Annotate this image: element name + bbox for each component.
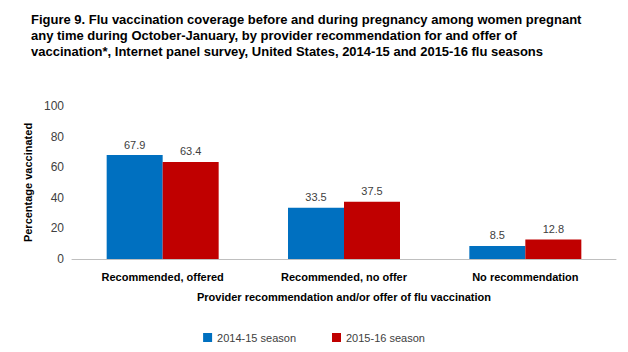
svg-text:any time during October-Januar: any time during October-January, by prov… (31, 28, 521, 43)
svg-text:37.5: 37.5 (361, 185, 382, 197)
svg-text:No recommendation: No recommendation (472, 271, 579, 283)
svg-text:0: 0 (57, 252, 64, 266)
svg-text:60: 60 (51, 160, 65, 174)
svg-text:Percentage vaccinated: Percentage vaccinated (22, 123, 34, 242)
svg-text:63.4: 63.4 (180, 145, 201, 157)
svg-text:12.8: 12.8 (543, 223, 564, 235)
svg-text:Recommended, offered: Recommended, offered (102, 271, 224, 283)
svg-text:vaccination*, Internet panel s: vaccination*, Internet panel survey, Uni… (31, 44, 543, 59)
svg-text:2014-15 season: 2014-15 season (217, 332, 296, 344)
svg-text:40: 40 (51, 191, 65, 205)
svg-text:67.9: 67.9 (124, 139, 145, 151)
svg-text:33.5: 33.5 (305, 191, 326, 203)
svg-text:8.5: 8.5 (490, 229, 505, 241)
svg-text:2015-16 season: 2015-16 season (346, 332, 425, 344)
svg-text:Recommended, no offer: Recommended, no offer (281, 271, 408, 283)
svg-text:80: 80 (51, 130, 65, 144)
svg-text:Provider recommendation and/or: Provider recommendation and/or offer of … (197, 291, 491, 303)
svg-text:20: 20 (51, 221, 65, 235)
svg-text:Figure 9. Flu vaccination cove: Figure 9. Flu vaccination coverage befor… (31, 12, 585, 27)
svg-text:100: 100 (44, 99, 64, 113)
